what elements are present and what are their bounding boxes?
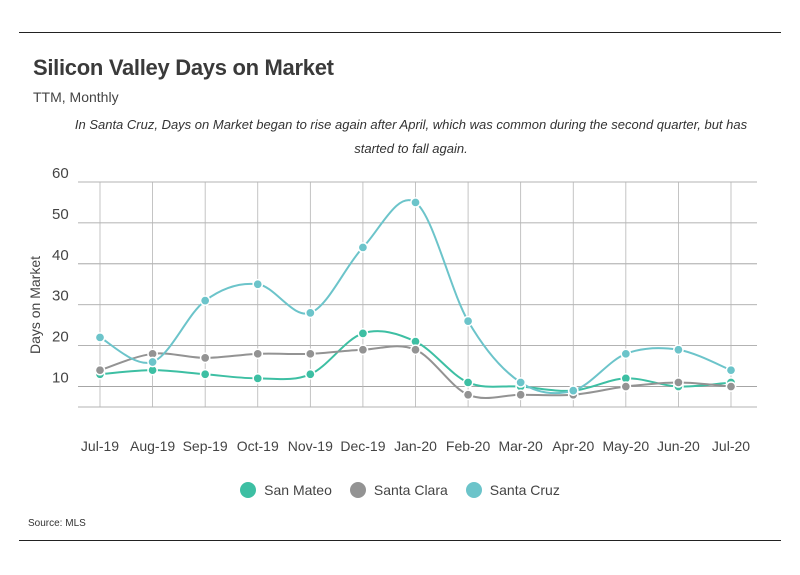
data-point-santa-cruz <box>673 344 684 356</box>
line-chart: 10 20 30 40 50 60 Jul-19 Aug-19 Sep-19 Oct-19 Nov-… <box>27 165 757 454</box>
y-tick-label: 20 <box>52 329 69 346</box>
chart-subtitle: TTM, Monthly <box>33 89 119 105</box>
data-point-santa-cruz <box>462 315 474 327</box>
legend-swatch <box>240 482 257 498</box>
data-point-santa-clara <box>304 348 316 360</box>
x-tick-label: May-20 <box>602 438 649 454</box>
data-point-santa-cruz <box>252 278 264 290</box>
y-tick-label: 60 <box>52 165 69 182</box>
legend-label: Santa Clara <box>373 482 448 498</box>
source-note: Source: MLS <box>28 518 86 529</box>
x-tick-label: Jan-20 <box>394 438 437 454</box>
chart-title: Silicon Valley Days on Market <box>33 55 334 80</box>
data-point-san-mateo <box>199 368 211 380</box>
legend-item-san-mateo: San Mateo <box>240 482 332 498</box>
data-point-santa-clara <box>252 348 264 360</box>
legend-swatch <box>349 482 366 498</box>
y-tick-label: 10 <box>52 370 69 387</box>
data-point-santa-clara <box>462 389 474 401</box>
bottom-rule <box>19 540 781 541</box>
data-point-santa-cruz <box>620 348 632 360</box>
x-tick-label: Sep-19 <box>183 438 228 454</box>
data-point-santa-cruz <box>357 242 369 253</box>
data-point-santa-cruz <box>199 295 211 306</box>
y-tick-label: 40 <box>52 247 69 264</box>
data-point-santa-cruz <box>725 364 737 376</box>
y-tick-label: 30 <box>52 288 69 305</box>
data-point-santa-cruz <box>410 197 421 208</box>
legend-label: San Mateo <box>264 482 332 498</box>
x-tick-label: Dec-19 <box>340 438 385 454</box>
data-point-santa-cruz <box>304 307 316 319</box>
data-point-santa-clara <box>94 364 106 376</box>
data-point-san-mateo <box>252 373 264 384</box>
x-tick-label: Apr-20 <box>552 438 594 454</box>
data-point-santa-cruz <box>515 377 527 388</box>
x-tick-label: Feb-20 <box>446 438 491 454</box>
data-point-santa-cruz <box>147 356 158 368</box>
data-point-santa-clara <box>410 344 421 356</box>
data-point-san-mateo <box>462 377 474 388</box>
legend-item-santa-cruz: Santa Cruz <box>465 482 560 498</box>
chart-legend: San Mateo Santa Clara Santa Cruz <box>0 482 800 498</box>
x-tick-label: Oct-19 <box>237 438 279 454</box>
x-tick-label: Jun-20 <box>657 438 700 454</box>
data-point-santa-cruz <box>567 385 579 396</box>
x-tick-label: Mar-20 <box>498 438 543 454</box>
data-point-santa-clara <box>199 352 211 364</box>
x-tick-label: Jul-20 <box>712 438 750 454</box>
legend-swatch <box>465 482 482 498</box>
data-point-santa-clara <box>620 381 632 392</box>
data-point-santa-cruz <box>94 332 106 343</box>
x-tick-label: Jul-19 <box>81 438 119 454</box>
data-point-san-mateo <box>357 328 369 339</box>
data-point-santa-clara <box>673 377 684 388</box>
data-point-santa-clara <box>357 344 369 356</box>
data-point-san-mateo <box>304 368 316 380</box>
x-tick-label: Aug-19 <box>130 438 175 454</box>
x-tick-label: Nov-19 <box>288 438 333 454</box>
chart-annotation: In Santa Cruz, Days on Market began to r… <box>74 117 748 156</box>
legend-label: Santa Cruz <box>489 482 560 498</box>
data-point-santa-clara <box>725 381 737 392</box>
legend-item-santa-clara: Santa Clara <box>349 482 448 498</box>
y-axis-label: Days on Market <box>27 256 43 354</box>
data-point-santa-clara <box>515 389 527 401</box>
top-rule <box>19 32 781 33</box>
y-tick-label: 50 <box>52 206 69 223</box>
